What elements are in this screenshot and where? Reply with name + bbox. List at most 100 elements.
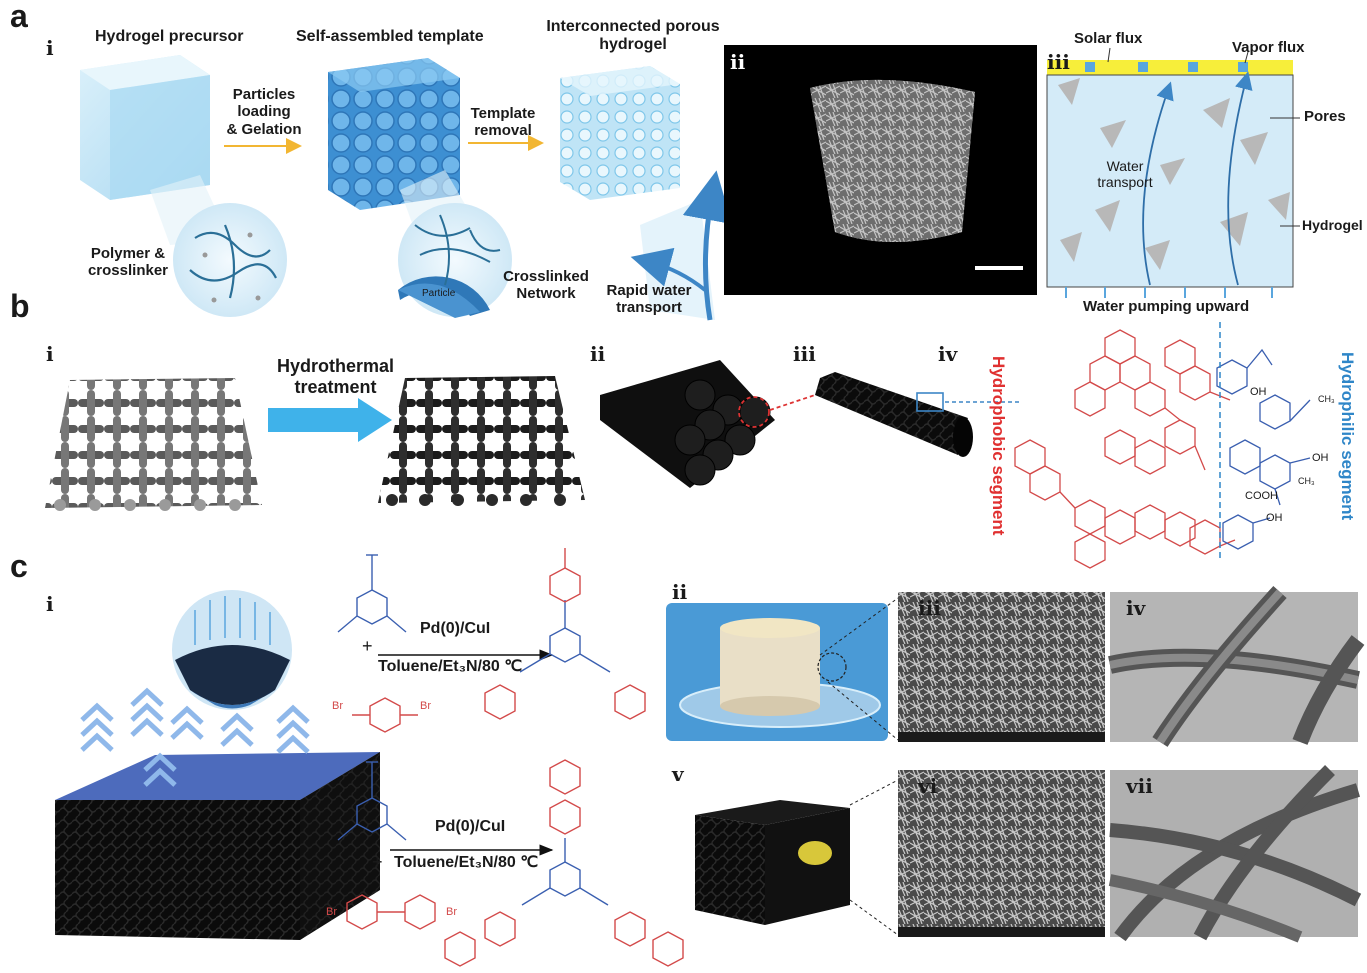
tem-image-bottom bbox=[1108, 765, 1362, 943]
water-transport-label: Water transport bbox=[1092, 158, 1158, 190]
vapor-flux-label: Vapor flux bbox=[1232, 39, 1305, 56]
rapid-line-1: Rapid water bbox=[606, 282, 692, 299]
interconnected-line-1: Interconnected porous bbox=[546, 18, 720, 35]
reaction-2 bbox=[337, 759, 684, 967]
rapid-line-2: transport bbox=[616, 299, 682, 317]
br-right-1: Br bbox=[420, 700, 431, 712]
scale-bar bbox=[975, 266, 1023, 270]
precursor-cube bbox=[80, 55, 210, 200]
particle-label: Particle bbox=[422, 288, 456, 299]
foam-cube-small bbox=[695, 800, 850, 925]
br-right-2: Br bbox=[446, 906, 457, 918]
br-left-1: Br bbox=[332, 700, 343, 712]
particles-loading-line-2: loading bbox=[237, 103, 291, 121]
tem-image-top bbox=[1108, 585, 1365, 747]
interconnected-line-2: hydrogel bbox=[599, 36, 667, 54]
self-assembled-template-label: Self-assembled template bbox=[296, 28, 484, 45]
template-removal-label: Template removal bbox=[460, 105, 546, 140]
ct-image bbox=[724, 45, 1037, 295]
sample-photo bbox=[666, 603, 888, 741]
label-c-iii: iii bbox=[918, 596, 941, 620]
chem-oh-2: OH bbox=[1312, 452, 1329, 464]
reaction-1 bbox=[337, 548, 646, 733]
chevron-up-icon bbox=[80, 687, 310, 787]
pores-label: Pores bbox=[1304, 108, 1346, 125]
conditions-label-1: Toluene/Et₃N/80 ℃ bbox=[378, 658, 523, 675]
hydrogel-precursor-label: Hydrogel precursor bbox=[95, 28, 244, 45]
label-c-i: i bbox=[46, 592, 54, 616]
water-line-2: transport bbox=[1097, 174, 1153, 191]
evaporation-schematic bbox=[1046, 47, 1300, 298]
label-c-vii: vii bbox=[1126, 774, 1153, 798]
crosslinked-line-2: Network bbox=[516, 285, 576, 303]
label-b-i: i bbox=[46, 342, 54, 366]
rapid-transport-graphic bbox=[630, 170, 733, 321]
label-c-ii: ii bbox=[672, 580, 688, 604]
water-pumping-label: Water pumping upward bbox=[1083, 298, 1250, 315]
template-cube bbox=[328, 58, 460, 210]
hydrophobic-segment-label: Hydrophobic segment bbox=[989, 356, 1008, 536]
hydrothermal-arrow bbox=[268, 398, 392, 442]
catalyst-label-1: Pd(0)/CuI bbox=[420, 620, 491, 637]
panel-letter-c: c bbox=[10, 548, 28, 584]
zoom-line-top bbox=[819, 597, 899, 656]
hydrogel-label: Hydrogel bbox=[1302, 217, 1363, 233]
hydrothermal-line-1: Hydrothermal bbox=[276, 356, 395, 376]
polymer-line-2: crosslinker bbox=[87, 262, 169, 280]
hydrothermal-line-2: treatment bbox=[294, 376, 377, 397]
label-a-ii: ii bbox=[730, 50, 746, 74]
porous-hydrogel-cube bbox=[560, 66, 680, 200]
label-c-v: v bbox=[672, 762, 684, 786]
crosslinked-line-1: Crosslinked bbox=[503, 268, 589, 285]
chem-oh-3: OH bbox=[1266, 512, 1283, 524]
molecular-structure bbox=[1014, 322, 1311, 569]
polymer-line-1: Polymer & bbox=[90, 245, 166, 262]
polymer-crosslinker-label: Polymer & crosslinker bbox=[82, 245, 174, 280]
chem-ch3-1: CH₃ bbox=[1318, 394, 1335, 404]
label-b-iv: iv bbox=[938, 342, 958, 366]
evaporation-bubble bbox=[172, 590, 292, 710]
catalyst-label-2: Pd(0)/CuI bbox=[435, 818, 506, 835]
fabric-after bbox=[378, 376, 585, 506]
chem-oh-1: OH bbox=[1250, 386, 1267, 398]
label-a-i: i bbox=[46, 36, 54, 60]
template-removal-line-1: Template bbox=[470, 105, 536, 122]
crosslinked-bubble bbox=[398, 170, 512, 318]
sem-image-top bbox=[898, 592, 1105, 742]
plus-sign-2: + bbox=[372, 852, 383, 872]
label-c-iv: iv bbox=[1126, 596, 1146, 620]
particles-loading-line-1: Particles bbox=[232, 86, 296, 103]
foam-block bbox=[55, 752, 380, 940]
crosslinked-network-label: Crosslinked Network bbox=[498, 268, 594, 303]
label-b-ii: ii bbox=[590, 342, 606, 366]
label-b-iii: iii bbox=[793, 342, 816, 366]
template-removal-line-2: removal bbox=[474, 122, 532, 140]
zoom-line-top-2 bbox=[849, 779, 899, 806]
interconnected-porous-label: Interconnected porous hydrogel bbox=[538, 18, 728, 55]
plus-sign-1: + bbox=[362, 636, 373, 656]
label-c-vi: vi bbox=[918, 774, 938, 798]
sem-image-bottom bbox=[898, 770, 1105, 935]
hydrophilic-segment-label: Hydrophilic segment bbox=[1338, 352, 1357, 521]
fiber-bundle bbox=[600, 360, 775, 488]
rapid-water-transport-label: Rapid water transport bbox=[600, 282, 698, 317]
water-line-1: Water bbox=[1106, 158, 1144, 174]
chem-ch3-2: CH₃ bbox=[1298, 476, 1315, 486]
fabric-before bbox=[45, 378, 262, 511]
particles-loading-line-3: & Gelation bbox=[226, 120, 302, 138]
particles-loading-label: Particles loading & Gelation bbox=[218, 86, 310, 138]
solar-flux-label: Solar flux bbox=[1074, 30, 1143, 47]
hydrothermal-treatment-label: Hydrothermal treatment bbox=[268, 356, 403, 397]
polymer-bubble bbox=[150, 175, 287, 317]
zoom-line-bottom-2 bbox=[849, 899, 899, 936]
panel-letter-a: a bbox=[10, 0, 28, 34]
conditions-label-2: Toluene/Et₃N/80 ℃ bbox=[394, 854, 539, 871]
zoom-line-red bbox=[769, 393, 819, 411]
single-fiber bbox=[815, 372, 973, 457]
chem-cooh: COOH bbox=[1245, 490, 1278, 502]
panel-letter-b: b bbox=[10, 288, 30, 324]
br-left-2: Br bbox=[326, 906, 337, 918]
label-a-iii: iii bbox=[1047, 50, 1070, 74]
